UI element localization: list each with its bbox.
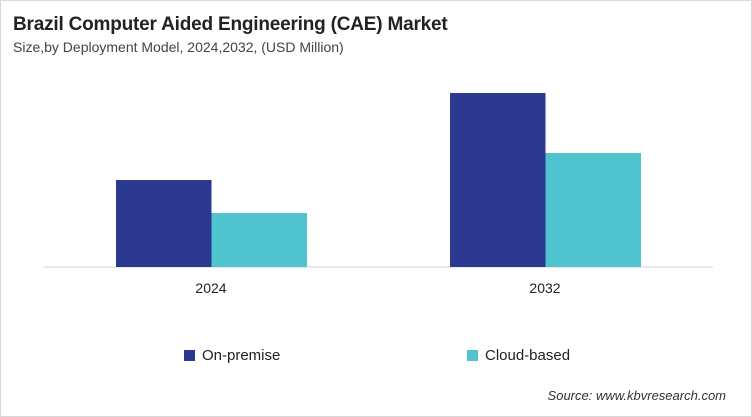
bar-cloud-based-2024 [211, 213, 307, 267]
legend-item-cloud-based: Cloud-based [467, 347, 570, 364]
legend-item-on-premise: On-premise [184, 347, 280, 364]
legend-label: Cloud-based [485, 347, 571, 364]
chart-title: Brazil Computer Aided Engineering (CAE) … [13, 14, 448, 35]
legend-label: On-premise [202, 347, 281, 364]
x-tick-label: 2024 [195, 280, 226, 296]
source-note: Source: www.kbvresearch.com [547, 388, 726, 403]
legend-swatch [184, 350, 195, 361]
chart-subtitle: Size,by Deployment Model, 2024,2032, (US… [13, 39, 344, 55]
legend-swatch [467, 350, 478, 361]
bar-on-premise-2032 [450, 93, 546, 267]
bar-cloud-based-2032 [545, 153, 641, 267]
bar-on-premise-2024 [116, 180, 212, 267]
x-tick-label: 2032 [529, 280, 560, 296]
